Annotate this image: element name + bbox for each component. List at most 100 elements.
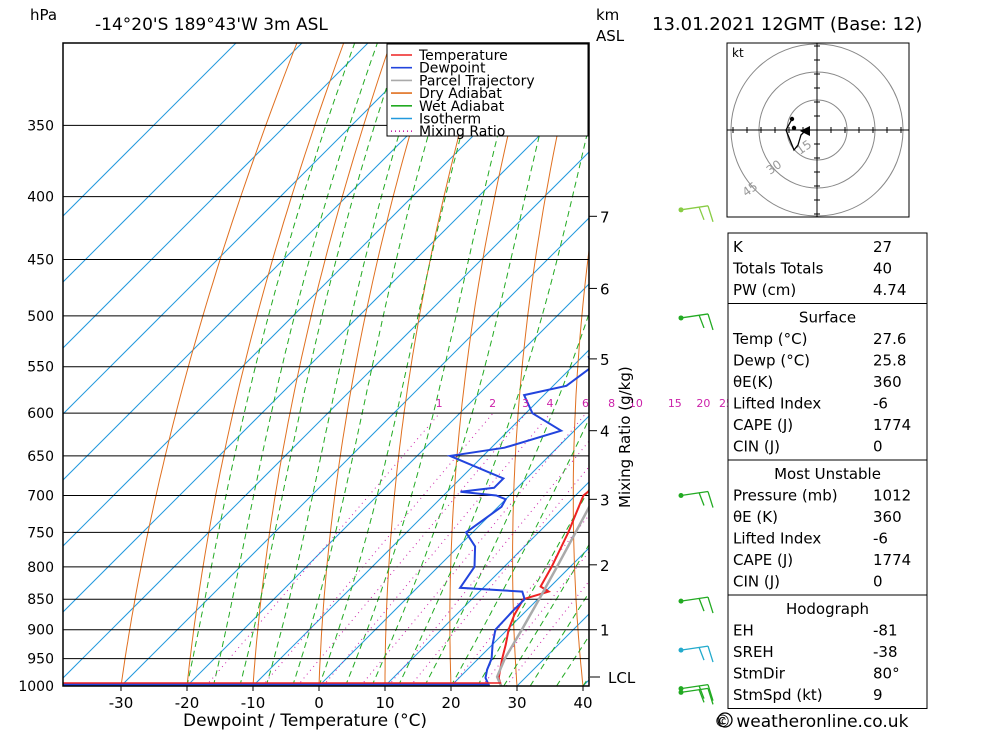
isotherm-line	[384, 481, 589, 686]
table-row-label: θE (K)	[733, 508, 778, 526]
height-tick-label: 2	[600, 557, 610, 575]
pressure-unit-label: hPa	[30, 6, 57, 24]
table-row-value: 1774	[873, 416, 911, 434]
x-axis-label: Dewpoint / Temperature (°C)	[183, 711, 427, 731]
legend-label: Mixing Ratio	[419, 124, 505, 140]
hodograph-unit: kt	[732, 46, 744, 60]
wet-adiabat-line	[450, 417, 589, 686]
pressure-tick-label: 450	[27, 253, 54, 269]
mixing-ratio-line	[205, 412, 441, 686]
table-row-label: EH	[733, 622, 754, 640]
lcl-label: LCL	[608, 669, 636, 687]
temperature-tick-label: 20	[441, 694, 460, 712]
table-row-label: CIN (J)	[733, 438, 780, 456]
isotherm-line	[63, 85, 589, 613]
mixing-ratio-labels: 1 2 3 4 6 8 10 15 20 25	[436, 397, 733, 410]
pressure-tick-label: 1000	[18, 679, 54, 695]
pressure-tick-label: 500	[27, 309, 54, 325]
table-section	[727, 232, 928, 304]
mixing-ratio-value: 8	[608, 397, 615, 410]
pressure-tick-label: 750	[27, 525, 54, 541]
table-row-label: CAPE (J)	[733, 416, 793, 434]
mixing-ratio-value: 2	[489, 397, 496, 410]
pressure-tick-label: 550	[27, 360, 54, 376]
legend-label: Isotherm	[419, 112, 481, 128]
copyright-c: c	[721, 716, 727, 727]
wind-barb	[678, 313, 714, 331]
table-row-label: CAPE (J)	[733, 551, 793, 569]
dewpoint-profile	[446, 355, 589, 686]
pressure-tick-label: 350	[27, 118, 54, 134]
isotherm-line	[63, 43, 303, 283]
table-row-value: 27	[873, 238, 892, 256]
hodograph-point	[789, 116, 795, 122]
pressure-tick-label: 800	[27, 560, 54, 576]
plot-frame	[62, 42, 590, 687]
isotherm-line	[63, 43, 237, 217]
isotherm-line	[450, 547, 589, 686]
temperature-tick-label: 10	[375, 694, 394, 712]
table-section	[727, 459, 928, 596]
height-axis: 1 2 3 4 5 6 7	[589, 208, 610, 640]
dry-adiabat-line	[950, 43, 1000, 686]
dry-adiabat-line	[689, 43, 718, 686]
table-row-value: 80°	[873, 665, 900, 683]
temperature-tick-label: 30	[507, 694, 526, 712]
isotherm-line	[120, 217, 589, 686]
indices-table: K 27 Totals Totals 40 PW (cm) 4.74 Surface Temp…	[727, 232, 928, 709]
table-row-value: 0	[873, 573, 883, 591]
isotherm-line	[63, 151, 589, 679]
height-tick-label: 6	[600, 280, 610, 298]
table-row-label: PW (cm)	[733, 281, 796, 299]
pressure-tick-label: 900	[27, 623, 54, 639]
mixing-ratio-value: 4	[546, 397, 553, 410]
table-row-label: StmSpd (kt)	[733, 686, 823, 704]
table-row-value: 4.74	[873, 281, 906, 299]
table-row-label: Lifted Index	[733, 395, 821, 413]
wind-barb	[678, 205, 714, 223]
table-section-title: Hodograph	[786, 600, 869, 618]
pressure-tick-label: 850	[27, 592, 54, 608]
table-row-value: 360	[873, 508, 902, 526]
pressure-tick-label: 950	[27, 652, 54, 668]
location-title: -14°20'S 189°43'W 3m ASL	[95, 15, 328, 35]
isotherm-line	[252, 349, 589, 686]
table-row-label: θE(K)	[733, 373, 773, 391]
legend-label: Wet Adiabat	[419, 99, 505, 115]
table-row-value: -38	[873, 643, 898, 661]
table-row-value: -6	[873, 530, 888, 548]
temperature-tick-label: 0	[314, 694, 324, 712]
pressure-axis: 350 400 450 500 550 600 650 700 750 800 850 900 950 1…	[18, 118, 54, 695]
table-row-value: 40	[873, 260, 892, 278]
pressure-tick-label: 650	[27, 449, 54, 465]
plot-background	[63, 43, 589, 686]
mixing-ratio-axis-label: Mixing Ratio (g/kg)	[616, 366, 634, 508]
temperature-tick-label: -30	[109, 694, 134, 712]
table-row-value: 0	[873, 438, 883, 456]
wind-barb	[678, 684, 714, 701]
table-row-label: Totals Totals	[732, 260, 824, 278]
pressure-tick-label: 400	[27, 190, 54, 206]
table-row-label: SREH	[733, 643, 774, 661]
table-row-label: CIN (J)	[733, 573, 780, 591]
table-section-title: Most Unstable	[774, 465, 881, 483]
table-section-title: Surface	[799, 309, 856, 327]
table-row-value: -81	[873, 622, 898, 640]
wind-barbs	[678, 205, 714, 705]
mixing-ratio-value: 15	[668, 397, 682, 410]
datetime-title: 13.01.2021 12GMT (Base: 12)	[652, 14, 922, 35]
credit-text: © weatheronline.co.uk	[714, 712, 909, 732]
table-row-label: Dewp (°C)	[733, 352, 810, 370]
parcel-trajectory	[495, 504, 589, 686]
height-tick-label: 5	[600, 351, 610, 369]
skewt-plot	[62, 42, 1000, 687]
mixing-ratio-line	[360, 412, 587, 686]
temperature-tick-label: -10	[241, 694, 266, 712]
table-row-value: -6	[873, 395, 888, 413]
legend-box	[386, 43, 589, 137]
table-row-label: K	[733, 238, 744, 256]
legend-label: Dewpoint	[419, 61, 486, 77]
